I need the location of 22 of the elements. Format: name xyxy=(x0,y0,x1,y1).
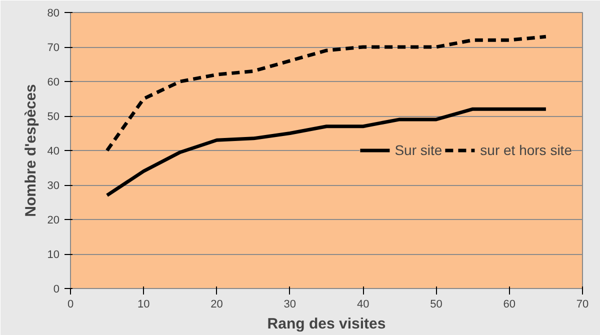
x-tick-label: 10 xyxy=(138,298,150,310)
y-tick-label: 80 xyxy=(47,8,60,20)
legend-label: Sur site xyxy=(394,142,442,158)
y-tick-label: 30 xyxy=(47,180,60,192)
y-tick-label: 20 xyxy=(47,214,60,226)
y-tick-label: 40 xyxy=(47,146,60,158)
x-tick-label: 20 xyxy=(210,298,223,310)
x-tick-label: 50 xyxy=(430,298,442,310)
y-tick-label: 0 xyxy=(53,284,60,296)
y-tick-label: 10 xyxy=(47,249,60,261)
legend-label: sur et hors site xyxy=(480,142,572,158)
x-axis-title: Rang des visites xyxy=(267,316,386,332)
x-tick-label: 40 xyxy=(356,298,370,310)
x-tick-label: 30 xyxy=(284,298,296,310)
y-tick-label: 70 xyxy=(47,42,60,54)
line-series xyxy=(105,107,548,198)
y-axis-title: Nombre d'espèces xyxy=(22,84,40,217)
y-tick-label: 60 xyxy=(47,76,60,88)
x-tick-label: 70 xyxy=(576,298,589,310)
y-tick-label: 50 xyxy=(47,111,60,123)
x-tick-label: 0 xyxy=(67,298,74,310)
x-tick-label: 60 xyxy=(503,298,516,310)
